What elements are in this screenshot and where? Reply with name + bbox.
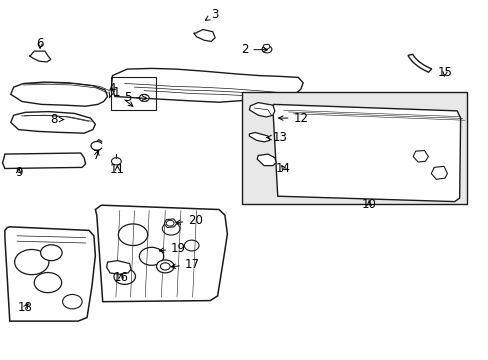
Polygon shape <box>95 205 227 302</box>
Polygon shape <box>5 227 95 321</box>
Text: 5: 5 <box>123 91 146 104</box>
Text: 4: 4 <box>108 82 116 98</box>
Text: 3: 3 <box>205 8 218 21</box>
Text: 15: 15 <box>437 66 451 78</box>
Text: 14: 14 <box>276 162 290 175</box>
Polygon shape <box>249 103 274 117</box>
Text: 9: 9 <box>15 166 22 179</box>
Text: 6: 6 <box>36 37 44 50</box>
Circle shape <box>160 263 170 270</box>
Circle shape <box>118 224 147 246</box>
Polygon shape <box>257 154 276 166</box>
Polygon shape <box>249 132 269 142</box>
Text: 8: 8 <box>50 113 63 126</box>
Text: 19: 19 <box>159 242 186 255</box>
Circle shape <box>111 158 121 165</box>
Polygon shape <box>164 219 177 228</box>
Circle shape <box>41 245 62 261</box>
Polygon shape <box>272 104 460 202</box>
Text: 13: 13 <box>266 131 287 144</box>
Bar <box>111 77 156 110</box>
Circle shape <box>114 269 135 284</box>
Circle shape <box>166 220 174 226</box>
Polygon shape <box>193 30 215 41</box>
Bar <box>242 92 466 204</box>
Polygon shape <box>430 166 447 179</box>
Polygon shape <box>263 44 269 50</box>
Polygon shape <box>2 153 85 168</box>
Polygon shape <box>29 51 51 62</box>
Circle shape <box>156 260 174 273</box>
Circle shape <box>62 294 82 309</box>
Circle shape <box>15 249 49 275</box>
Text: 16: 16 <box>114 271 128 284</box>
Text: 1: 1 <box>112 86 133 106</box>
Text: 12: 12 <box>278 112 308 125</box>
Text: 2: 2 <box>241 43 267 56</box>
Circle shape <box>262 46 271 53</box>
Polygon shape <box>111 68 303 102</box>
Polygon shape <box>11 112 95 133</box>
Circle shape <box>139 247 163 265</box>
Circle shape <box>34 273 61 293</box>
Text: 18: 18 <box>18 301 33 314</box>
Polygon shape <box>407 54 431 72</box>
Circle shape <box>139 94 149 102</box>
Polygon shape <box>106 261 131 274</box>
Text: 11: 11 <box>110 163 124 176</box>
Text: 20: 20 <box>176 214 203 227</box>
Polygon shape <box>412 150 427 162</box>
Circle shape <box>184 240 199 251</box>
Text: 7: 7 <box>93 149 101 162</box>
Circle shape <box>162 222 180 235</box>
Polygon shape <box>11 82 107 106</box>
Text: 10: 10 <box>361 198 376 211</box>
Text: 17: 17 <box>171 258 200 271</box>
